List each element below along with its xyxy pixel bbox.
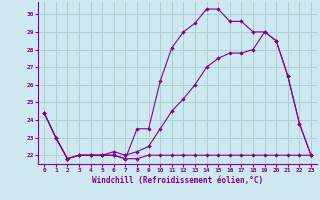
X-axis label: Windchill (Refroidissement éolien,°C): Windchill (Refroidissement éolien,°C) (92, 176, 263, 185)
